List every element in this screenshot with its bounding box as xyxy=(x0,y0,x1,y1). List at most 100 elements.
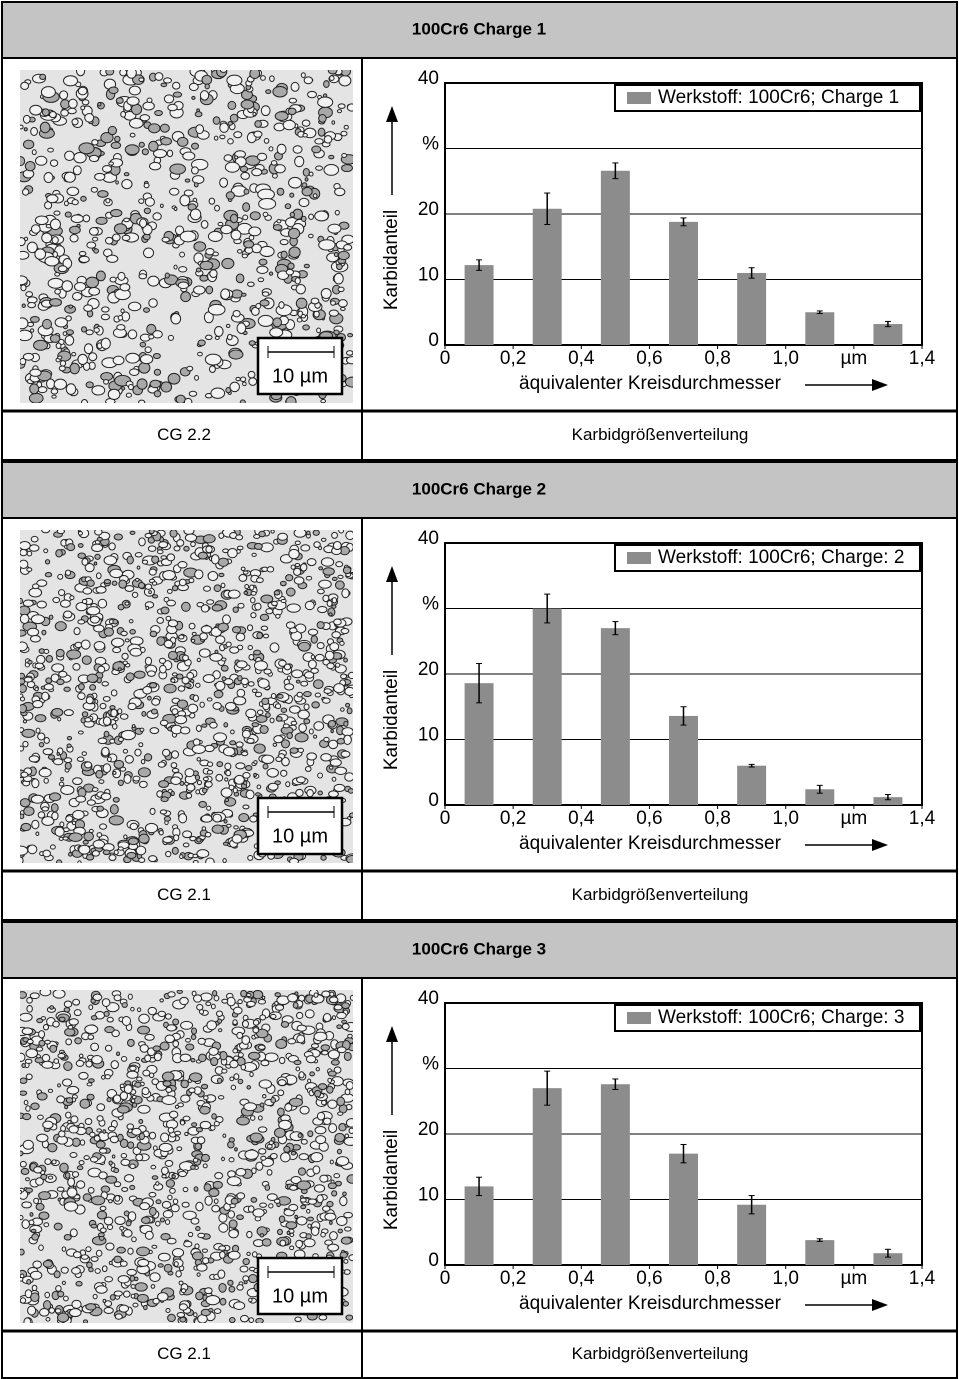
carbide-particle xyxy=(19,705,27,713)
carbide-particle xyxy=(178,562,187,568)
carbide-particle xyxy=(198,352,203,356)
carbide-particle xyxy=(256,1162,263,1170)
carbide-particle xyxy=(344,1137,357,1145)
carbide-particle xyxy=(332,577,337,580)
carbide-particle xyxy=(53,597,60,602)
carbide-particle xyxy=(338,1112,343,1115)
carbide-particle xyxy=(205,84,209,89)
carbide-particle xyxy=(338,287,344,292)
carbide-particle xyxy=(69,305,73,308)
carbide-particle xyxy=(45,573,51,577)
carbide-particle xyxy=(341,628,349,633)
carbide-particle xyxy=(93,840,104,848)
carbide-particle xyxy=(225,162,239,172)
carbide-particle xyxy=(321,558,333,567)
carbide-particle xyxy=(205,745,215,751)
carbide-particle xyxy=(202,75,212,84)
carbide-particle xyxy=(214,996,219,1001)
carbide-particle xyxy=(66,316,72,321)
carbide-particle xyxy=(183,152,195,160)
carbide-particle xyxy=(113,620,118,624)
carbide-particle xyxy=(142,149,148,155)
carbide-particle xyxy=(344,1052,351,1060)
carbide-particle xyxy=(56,550,63,557)
carbide-particle xyxy=(23,115,30,123)
carbide-particle xyxy=(338,251,349,259)
carbide-particle xyxy=(104,1011,109,1016)
carbide-particle xyxy=(248,282,255,286)
carbide-particle xyxy=(344,125,348,129)
carbide-particle xyxy=(108,126,116,134)
carbide-particle xyxy=(131,1007,134,1011)
carbide-particle xyxy=(121,631,127,635)
carbide-particle xyxy=(17,1151,23,1156)
carbide-particle xyxy=(69,226,80,233)
carbide-particle xyxy=(132,1103,136,1107)
image-caption: CG 2.1 xyxy=(157,1344,211,1363)
carbide-particle xyxy=(114,1182,120,1187)
carbide-particle xyxy=(348,333,353,336)
carbide-particle xyxy=(54,1271,60,1278)
carbide-particle xyxy=(39,768,51,776)
carbide-particle xyxy=(122,653,128,659)
carbide-particle xyxy=(37,601,46,608)
carbide-particle xyxy=(138,1026,150,1034)
carbide-particle xyxy=(97,1104,105,1111)
carbide-particle xyxy=(328,1100,337,1108)
carbide-particle xyxy=(281,251,287,258)
carbide-particle xyxy=(103,165,112,172)
x-tick-label: 0,8 xyxy=(704,808,730,829)
carbide-particle xyxy=(234,1302,245,1310)
scale-label: 10 µm xyxy=(272,825,328,847)
carbide-particle xyxy=(44,649,49,653)
carbide-particle xyxy=(95,173,105,180)
carbide-particle xyxy=(85,762,92,768)
carbide-particle xyxy=(19,541,30,549)
carbide-particle xyxy=(212,1205,220,1212)
carbide-particle xyxy=(243,1020,249,1027)
carbide-particle xyxy=(174,546,180,551)
carbide-particle xyxy=(337,1012,347,1018)
carbide-particle xyxy=(300,1198,306,1202)
carbide-particle xyxy=(172,586,177,591)
carbide-particle xyxy=(113,647,121,652)
carbide-particle xyxy=(181,1095,190,1102)
carbide-particle xyxy=(321,538,326,541)
carbide-particle xyxy=(85,1118,92,1124)
carbide-particle xyxy=(214,136,217,140)
carbide-particle xyxy=(273,174,278,178)
carbide-particle xyxy=(22,1202,32,1208)
carbide-particle xyxy=(179,1281,183,1285)
carbide-particle xyxy=(60,1163,68,1172)
carbide-particle xyxy=(64,76,78,86)
carbide-particle xyxy=(307,91,316,97)
carbide-particle xyxy=(200,261,213,270)
carbide-particle xyxy=(345,1089,350,1095)
carbide-particle xyxy=(220,135,225,139)
carbide-particle xyxy=(258,679,269,688)
carbide-particle xyxy=(230,1077,234,1081)
carbide-particle xyxy=(318,791,322,795)
carbide-particle xyxy=(23,1113,31,1119)
carbide-particle xyxy=(29,393,43,403)
x-tick-label: 1,0 xyxy=(773,808,799,829)
carbide-particle xyxy=(49,615,53,619)
carbide-particle xyxy=(28,1306,36,1315)
carbide-particle xyxy=(26,1188,33,1192)
carbide-particle xyxy=(17,330,32,340)
carbide-particle xyxy=(50,1006,54,1009)
carbide-particle xyxy=(119,738,124,742)
carbide-particle xyxy=(72,200,78,205)
carbide-particle xyxy=(175,1105,178,1108)
carbide-particle xyxy=(165,1220,169,1225)
carbide-particle xyxy=(221,225,233,233)
carbide-particle xyxy=(176,1271,181,1277)
carbide-particle xyxy=(179,579,186,586)
carbide-particle xyxy=(266,609,273,614)
carbide-particle xyxy=(95,529,103,535)
carbide-particle xyxy=(210,653,223,661)
carbide-particle xyxy=(244,241,254,248)
carbide-particle xyxy=(136,1154,143,1161)
carbide-particle xyxy=(43,1121,53,1128)
carbide-particle xyxy=(87,674,98,682)
